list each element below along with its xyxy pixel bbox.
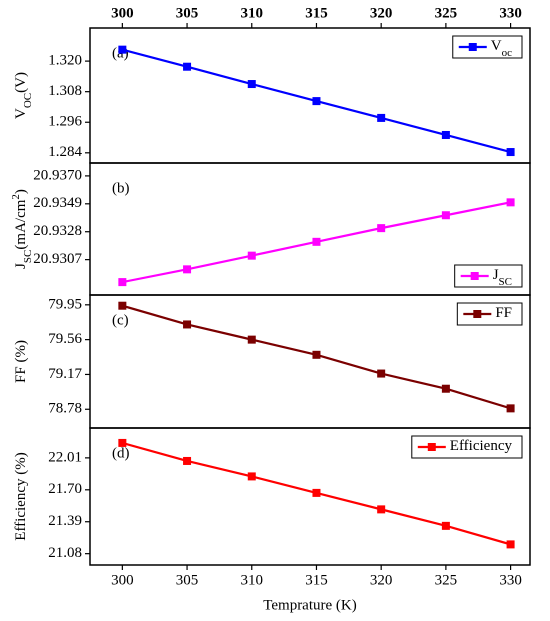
text-part: (V): [13, 72, 29, 93]
legend: JSC: [454, 264, 523, 288]
y-tick-label: 1.320: [48, 53, 82, 69]
x-tick-label-top: 305: [176, 5, 199, 21]
legend: Voc: [452, 35, 523, 59]
x-tick-label: 300: [111, 572, 134, 588]
panel-label: (c): [112, 312, 129, 328]
data-marker: [247, 80, 256, 89]
panel-label: (b): [112, 180, 130, 196]
legend-marker: [473, 310, 482, 318]
y-tick-label: 20.9307: [33, 251, 82, 267]
data-marker: [312, 97, 321, 106]
text-part: FF: [495, 305, 512, 321]
text-part: J: [493, 267, 499, 283]
data-marker: [377, 369, 386, 378]
x-tick-label: 325: [435, 572, 458, 588]
x-tick-label: 330: [499, 572, 522, 588]
y-axis-label: Efficiency (%): [13, 452, 29, 540]
text-part: Efficiency (%): [13, 452, 29, 540]
data-marker: [247, 472, 256, 481]
text-part: OC: [22, 93, 34, 108]
data-marker: [377, 224, 386, 233]
y-tick-label: 79.56: [48, 331, 82, 347]
y-tick-label: 21.39: [48, 513, 82, 529]
plot-frame: [89, 427, 531, 566]
data-marker: [247, 251, 256, 260]
x-tick-label: 315: [305, 572, 328, 588]
y-axis-label: JSC(mA/cm2): [10, 189, 34, 269]
y-tick-label: 78.78: [48, 401, 82, 417]
x-tick-label-top: 320: [370, 5, 393, 21]
x-tick-label: 320: [370, 572, 393, 588]
x-tick-label: 310: [241, 572, 264, 588]
x-tick-label-top: 315: [305, 5, 328, 21]
data-marker: [312, 237, 321, 246]
text-part: J: [13, 263, 29, 269]
text-part: 2: [10, 194, 22, 200]
y-axis-label: VOC(V): [13, 72, 33, 119]
data-marker: [118, 45, 127, 54]
legend-box: [411, 435, 523, 459]
x-tick-label-top: 310: [241, 5, 264, 21]
panel-label: (d): [112, 445, 130, 461]
y-tick-label: 1.296: [48, 114, 82, 130]
text-part: SC: [22, 250, 34, 263]
legend-box: [452, 35, 523, 59]
text-part: oc: [502, 47, 513, 59]
x-tick-label: 305: [176, 572, 199, 588]
text-part: Efficiency: [450, 438, 513, 454]
data-marker: [441, 521, 450, 530]
text-part: FF (%): [13, 340, 29, 383]
data-marker: [506, 404, 515, 413]
y-tick-label: 22.01: [48, 449, 82, 465]
data-marker: [377, 505, 386, 514]
data-marker: [183, 265, 192, 274]
x-tick-label-top: 300: [111, 5, 134, 21]
legend-marker: [470, 272, 479, 280]
y-axis-label: FF (%): [13, 340, 29, 383]
text-part: (mA/cm: [13, 199, 29, 249]
x-tick-label-top: 330: [499, 5, 522, 21]
legend: FF: [456, 302, 523, 326]
legend-marker: [427, 443, 436, 451]
y-tick-label: 21.08: [48, 545, 82, 561]
y-tick-label: 20.9370: [33, 167, 82, 183]
text-part: ): [13, 189, 29, 194]
data-marker: [441, 130, 450, 139]
data-marker: [247, 335, 256, 344]
text-part: V: [13, 108, 29, 119]
y-tick-label: 1.284: [48, 144, 82, 160]
text-part: V: [491, 38, 502, 54]
data-marker: [118, 301, 127, 310]
y-tick-label: 79.17: [48, 366, 82, 382]
data-marker: [506, 148, 515, 157]
y-tick-label: 20.9349: [33, 195, 82, 211]
data-marker: [441, 211, 450, 220]
y-tick-label: 1.308: [48, 83, 82, 99]
legend-label: Voc: [491, 38, 512, 58]
data-marker: [506, 540, 515, 549]
data-marker: [183, 456, 192, 465]
y-tick-label: 20.9328: [33, 223, 82, 239]
y-tick-label: 79.95: [48, 296, 82, 312]
legend-label: JSC: [493, 267, 512, 287]
data-marker: [377, 113, 386, 122]
data-marker: [183, 62, 192, 71]
x-axis-label: Temprature (K): [263, 597, 357, 613]
data-marker: [118, 438, 127, 447]
data-marker: [506, 198, 515, 207]
data-marker: [183, 320, 192, 329]
data-marker: [118, 278, 127, 287]
legend-marker: [468, 43, 477, 51]
legend-label: Efficiency: [450, 438, 513, 454]
text-part: SC: [499, 276, 512, 288]
x-tick-label-top: 325: [435, 5, 458, 21]
y-tick-label: 21.70: [48, 481, 82, 497]
legend-label: FF: [495, 305, 512, 321]
data-marker: [312, 350, 321, 359]
data-marker: [312, 488, 321, 497]
legend: Efficiency: [411, 435, 523, 459]
data-marker: [441, 384, 450, 393]
